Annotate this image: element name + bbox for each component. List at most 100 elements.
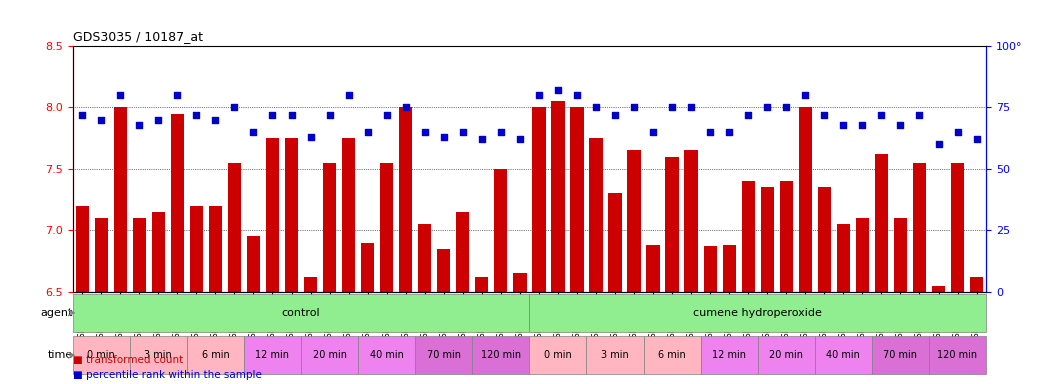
Point: [435, 134, 452, 140]
Bar: [133, 218, 146, 291]
Bar: [570, 108, 583, 291]
Text: 0 min: 0 min: [544, 350, 572, 360]
Bar: [494, 169, 508, 291]
Bar: [684, 151, 698, 291]
Text: 20 min: 20 min: [769, 350, 803, 360]
Text: 12 min: 12 min: [255, 350, 290, 360]
Bar: [627, 151, 640, 291]
Point: [626, 104, 643, 111]
Bar: [722, 245, 736, 291]
Point: [854, 122, 871, 128]
Bar: [704, 246, 717, 291]
Bar: [227, 163, 241, 291]
Bar: [76, 206, 89, 291]
Bar: [837, 224, 850, 291]
Text: 0 min: 0 min: [87, 350, 115, 360]
Text: 40 min: 40 min: [370, 350, 404, 360]
Point: [873, 112, 890, 118]
Point: [473, 136, 490, 142]
Bar: [551, 101, 565, 291]
Bar: [361, 243, 375, 291]
FancyBboxPatch shape: [872, 336, 929, 374]
Bar: [342, 138, 355, 291]
Point: [911, 112, 928, 118]
Bar: [894, 218, 907, 291]
Text: 6 min: 6 min: [201, 350, 229, 360]
Point: [720, 129, 737, 135]
Bar: [532, 108, 546, 291]
FancyBboxPatch shape: [701, 336, 758, 374]
Text: 3 min: 3 min: [601, 350, 629, 360]
Text: 120 min: 120 min: [481, 350, 521, 360]
Point: [797, 92, 814, 98]
Text: time: time: [48, 350, 73, 360]
Point: [264, 112, 280, 118]
FancyBboxPatch shape: [472, 336, 529, 374]
Point: [359, 129, 376, 135]
Bar: [951, 163, 964, 291]
Point: [949, 129, 965, 135]
Bar: [647, 245, 660, 291]
FancyBboxPatch shape: [301, 336, 358, 374]
FancyBboxPatch shape: [929, 336, 986, 374]
Text: 6 min: 6 min: [658, 350, 686, 360]
Bar: [513, 273, 526, 291]
Point: [530, 92, 547, 98]
Point: [74, 112, 90, 118]
Point: [169, 92, 186, 98]
Text: GDS3035 / 10187_at: GDS3035 / 10187_at: [73, 30, 202, 43]
Point: [398, 104, 414, 111]
Bar: [875, 154, 889, 291]
Bar: [818, 187, 831, 291]
FancyBboxPatch shape: [130, 336, 187, 374]
Point: [340, 92, 357, 98]
Bar: [761, 187, 774, 291]
Point: [835, 122, 851, 128]
Point: [645, 129, 661, 135]
Text: cumene hydroperoxide: cumene hydroperoxide: [693, 308, 822, 318]
Text: 70 min: 70 min: [427, 350, 461, 360]
Bar: [94, 218, 108, 291]
FancyBboxPatch shape: [529, 336, 586, 374]
Bar: [304, 277, 318, 291]
Point: [664, 104, 681, 111]
Text: control: control: [281, 308, 321, 318]
Point: [131, 122, 147, 128]
Bar: [170, 114, 184, 291]
Point: [892, 122, 909, 128]
Bar: [437, 249, 450, 291]
Point: [207, 117, 224, 123]
Bar: [798, 108, 812, 291]
Point: [968, 136, 985, 142]
Point: [569, 92, 585, 98]
Point: [759, 104, 775, 111]
Bar: [590, 138, 603, 291]
Point: [930, 141, 947, 147]
Point: [606, 112, 623, 118]
Text: 70 min: 70 min: [883, 350, 918, 360]
Bar: [380, 163, 393, 291]
Point: [588, 104, 604, 111]
Text: agent: agent: [40, 308, 73, 318]
Text: 40 min: 40 min: [826, 350, 861, 360]
Text: 120 min: 120 min: [937, 350, 978, 360]
FancyBboxPatch shape: [415, 336, 472, 374]
Point: [740, 112, 757, 118]
Point: [416, 129, 433, 135]
Bar: [284, 138, 298, 291]
Point: [93, 117, 110, 123]
FancyBboxPatch shape: [815, 336, 872, 374]
FancyBboxPatch shape: [758, 336, 815, 374]
Point: [816, 112, 832, 118]
Bar: [113, 108, 127, 291]
Point: [321, 112, 337, 118]
Text: 12 min: 12 min: [712, 350, 746, 360]
Point: [550, 87, 567, 93]
Point: [245, 129, 262, 135]
Bar: [399, 108, 412, 291]
Bar: [780, 181, 793, 291]
FancyBboxPatch shape: [244, 336, 301, 374]
Bar: [969, 277, 983, 291]
Bar: [190, 206, 203, 291]
FancyBboxPatch shape: [586, 336, 644, 374]
